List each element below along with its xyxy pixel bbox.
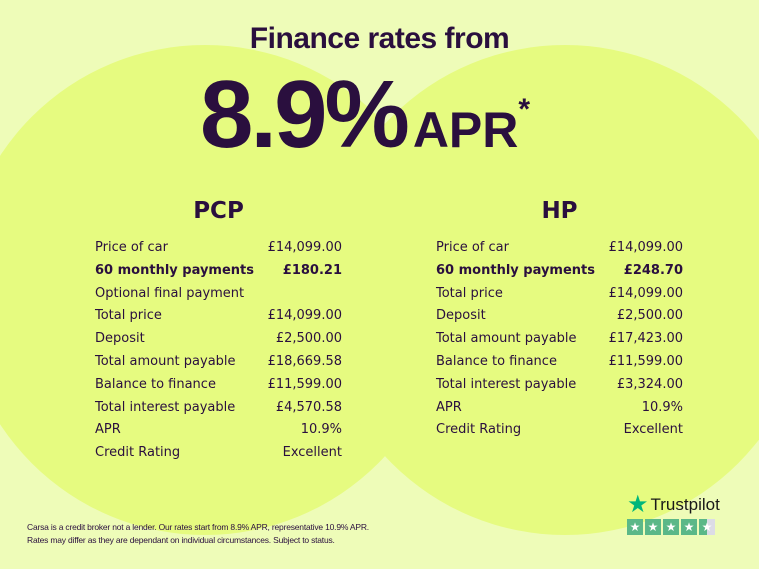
row-value: £11,599.00 (608, 353, 683, 369)
rate-unit: APR (412, 102, 519, 158)
decorative-circle-right (320, 45, 759, 535)
row-label: Total interest payable (95, 399, 236, 415)
row-label: APR (436, 399, 462, 415)
row-label: Credit Rating (436, 422, 522, 438)
hp-rows: Price of car £14,099.00 60 monthly payment… (436, 237, 683, 442)
row-label: Balance to finance (436, 353, 557, 369)
row-value: £18,669.58 (267, 353, 342, 369)
table-row: Total price £14,099.00 (436, 283, 683, 306)
star-icon: ★ (627, 491, 649, 518)
disclaimer: Carsa is a credit broker not a lender. O… (27, 521, 369, 547)
table-row: Price of car £14,099.00 (436, 237, 683, 260)
rating-star-icon: ★ (645, 519, 661, 535)
row-label: Total amount payable (95, 353, 236, 369)
row-label: Total amount payable (436, 331, 577, 347)
disclaimer-line: Rates may differ as they are dependant o… (27, 535, 335, 545)
row-label: Credit Rating (95, 445, 181, 461)
row-value: £17,423.00 (608, 331, 683, 347)
row-value: £4,570.58 (275, 399, 342, 415)
trustpilot-stars: ★ ★ ★ ★ ★ (627, 519, 720, 535)
row-value: £180.21 (282, 262, 342, 278)
row-label: Total interest payable (436, 376, 577, 392)
row-value: Excellent (282, 445, 342, 461)
row-value: £14,099.00 (608, 285, 683, 301)
row-label: APR (95, 422, 121, 438)
table-row: Total interest payable £4,570.58 (95, 397, 342, 420)
row-value: £14,099.00 (608, 240, 683, 255)
apr-rate: 8.9% APR* (200, 60, 530, 170)
rating-star-icon: ★ (699, 519, 715, 535)
row-label: Deposit (436, 308, 486, 324)
table-row: Deposit £2,500.00 (95, 328, 342, 351)
table-row: APR 10.9% (95, 419, 342, 442)
pcp-rows: Price of car £14,099.00 60 monthly payment… (95, 237, 342, 465)
table-row: Balance to finance £11,599.00 (436, 351, 683, 374)
row-value: 10.9% (641, 399, 683, 415)
row-value: £11,599.00 (267, 376, 342, 392)
pcp-title: PCP (193, 198, 244, 224)
pcp-panel: PCP Price of car £14,099.00 60 monthly pay… (95, 198, 342, 465)
hp-panel: HP Price of car £14,099.00 60 monthly paym… (436, 198, 683, 442)
decorative-circle-left (0, 45, 450, 535)
disclaimer-line: Carsa is a credit broker not a lender. O… (27, 522, 369, 532)
rating-star-icon: ★ (663, 519, 679, 535)
row-label: 60 monthly payments (436, 262, 595, 278)
headline: Finance rates from (249, 22, 510, 55)
table-row: Price of car £14,099.00 (95, 237, 342, 260)
table-row: APR 10.9% (436, 397, 683, 420)
rate-asterisk: * (518, 93, 531, 126)
row-value: £14,099.00 (267, 240, 342, 255)
row-label: Total price (95, 308, 162, 324)
table-row: Optional final payment (95, 283, 342, 306)
table-row: Total price £14,099.00 (95, 305, 342, 328)
table-row: 60 monthly payments £248.70 (436, 260, 683, 283)
row-label: Balance to finance (95, 376, 216, 392)
row-value: Excellent (623, 422, 683, 438)
table-row: 60 monthly payments £180.21 (95, 260, 342, 283)
trustpilot-brand: Trustpilot (650, 495, 720, 514)
table-row: Credit Rating Excellent (436, 419, 683, 442)
table-row: Total interest payable £3,324.00 (436, 374, 683, 397)
table-row: Balance to finance £11,599.00 (95, 374, 342, 397)
row-value: £3,324.00 (616, 376, 683, 392)
row-value: £14,099.00 (267, 308, 342, 324)
table-row: Credit Rating Excellent (95, 442, 342, 465)
row-label: 60 monthly payments (95, 262, 254, 278)
row-label: Price of car (436, 240, 509, 255)
row-label: Deposit (95, 331, 145, 347)
row-value: 10.9% (300, 422, 342, 438)
row-label: Optional final payment (95, 285, 245, 301)
row-value: £248.70 (623, 262, 683, 278)
row-label: Price of car (95, 240, 168, 255)
hp-title: HP (541, 198, 578, 224)
rating-star-icon: ★ (627, 519, 643, 535)
row-value: £2,500.00 (616, 308, 683, 324)
row-value: £2,500.00 (275, 331, 342, 347)
table-row: Total amount payable £18,669.58 (95, 351, 342, 374)
table-row: Total amount payable £17,423.00 (436, 328, 683, 351)
rate-value: 8.9% (200, 61, 410, 168)
row-label: Total price (436, 285, 503, 301)
trustpilot-logo: ★ Trustpilot (627, 491, 720, 518)
trustpilot-badge[interactable]: ★ Trustpilot ★ ★ ★ ★ ★ (627, 491, 720, 535)
table-row: Deposit £2,500.00 (436, 305, 683, 328)
rating-star-icon: ★ (681, 519, 697, 535)
